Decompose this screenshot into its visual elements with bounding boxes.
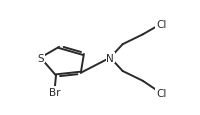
Text: S: S xyxy=(37,53,44,63)
Text: Cl: Cl xyxy=(156,89,167,98)
Text: Br: Br xyxy=(49,87,60,97)
Text: Cl: Cl xyxy=(156,19,167,29)
Text: N: N xyxy=(106,53,114,63)
